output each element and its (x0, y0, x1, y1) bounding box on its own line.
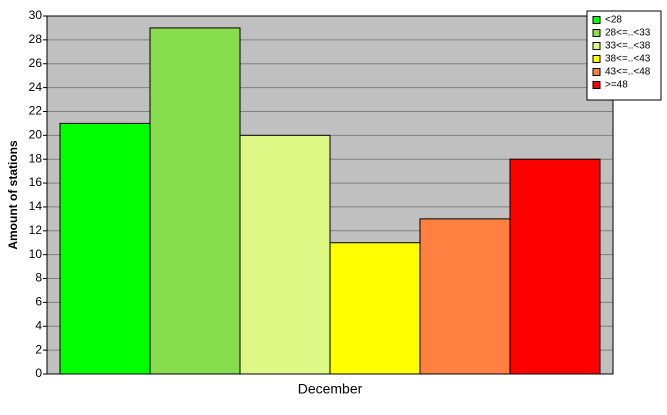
legend-swatch (592, 55, 601, 63)
legend-swatch (592, 81, 601, 89)
bar (509, 158, 601, 375)
bar (329, 242, 421, 375)
legend-label: 28<=..<33 (605, 28, 651, 39)
legend-label: 33<=..<38 (605, 41, 651, 52)
y-tick-label: 2 (35, 342, 42, 356)
y-tick-label: 14 (29, 199, 43, 213)
y-tick-label: 6 (35, 295, 42, 309)
legend-label: <28 (605, 15, 622, 26)
y-tick-label: 28 (29, 32, 43, 46)
y-tick-label: 8 (35, 271, 42, 285)
legend-label: 38<=..<43 (605, 54, 651, 65)
legend-swatch (592, 16, 601, 24)
y-tick-label: 22 (29, 104, 43, 118)
legend-label: >=48 (605, 80, 628, 91)
legend-swatch (592, 42, 601, 50)
y-tick-label: 10 (29, 247, 43, 261)
bar (239, 134, 331, 375)
y-tick-label: 26 (29, 56, 43, 70)
y-tick-label: 18 (29, 151, 43, 165)
y-tick-label: 24 (29, 80, 43, 94)
y-tick-label: 16 (29, 175, 43, 189)
legend-label: 43<=..<48 (605, 67, 651, 78)
y-tick-label: 30 (29, 8, 43, 22)
legend-swatch (592, 68, 601, 76)
bar (149, 27, 241, 375)
y-axis-label: Amount of stations (6, 140, 20, 250)
x-tick-label: December (298, 381, 363, 397)
legend-swatch (592, 29, 601, 37)
y-tick-label: 0 (35, 366, 42, 380)
bar (419, 218, 511, 375)
y-tick-label: 4 (35, 318, 42, 332)
y-tick-label: 20 (29, 128, 43, 142)
bar (59, 122, 151, 375)
plot-border (46, 15, 614, 375)
y-tick-label: 12 (29, 223, 43, 237)
